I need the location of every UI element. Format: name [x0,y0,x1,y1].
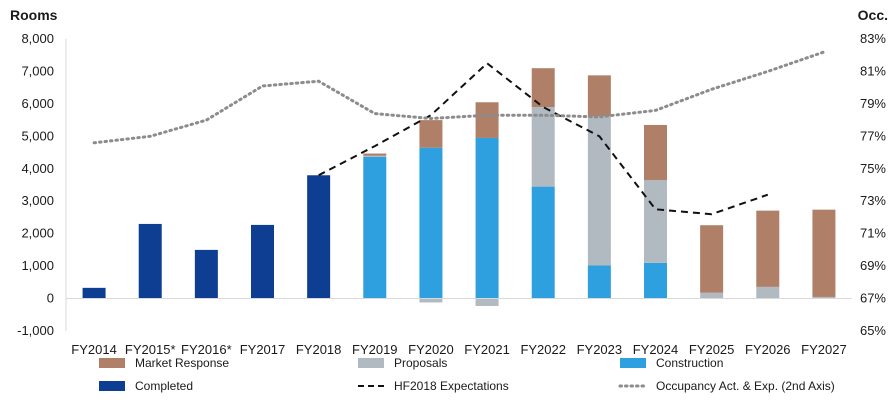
bar-market-response [756,210,780,287]
y-right-tick-label: 83% [860,31,886,46]
y-left-axis-title: Rooms [10,7,58,23]
line-hf2018-expectations [318,61,769,216]
legend-swatch [99,381,125,391]
x-tick-label: FY2022 [520,342,566,357]
x-tick-label: FY2016* [181,342,232,357]
bar-completed [307,175,331,299]
bar-market-response [587,75,611,117]
y-left-tick-label: 6,000 [21,96,54,111]
y-left-tick-label: 2,000 [21,226,54,241]
bar-proposals [644,180,667,263]
legend-swatch [99,358,125,368]
bar-market-response [363,153,387,156]
y-left-tick-label: 4,000 [21,161,54,176]
y-right-tick-label: 65% [860,323,886,338]
bar-construction [363,156,387,299]
legend-label: Occupancy Act. & Exp. (2nd Axis) [656,379,835,393]
y-left-tick-label: 7,000 [21,63,54,78]
y-left-tick-label: 3,000 [21,193,54,208]
bar-construction [587,265,611,299]
y-right-axis-title: Occ. [858,7,888,23]
x-tick-label: FY2025 [689,342,735,357]
legend-label: Construction [656,356,723,370]
bar-proposals [587,116,611,266]
line-series [92,50,826,216]
x-tick-label: FY2015* [125,342,176,357]
y-left-tick-label: 5,000 [21,128,54,143]
bar-market-response [531,68,555,108]
bar-proposals [363,155,387,157]
y-right-tick-label: 79% [860,96,886,111]
y-right-tick-label: 77% [860,128,886,143]
legend-label: Proposals [394,356,447,370]
bar-completed [194,249,218,299]
y-left-tick-label: 8,000 [21,31,54,46]
line-occupancy-act-exp-2nd-axis- [92,50,826,145]
bar-market-response [700,225,724,293]
x-tick-label: FY2017 [240,342,286,357]
bar-proposals [756,286,780,299]
legend: Market Response Proposals Construction Comp… [99,356,835,393]
bar-construction [644,262,667,299]
y-left-tick-label: -1,000 [17,323,54,338]
x-tick-label: FY2014 [71,342,117,357]
bar-proposals [419,298,443,303]
y-right-tick-labels: 65% 67% 69% 71% 73% 75% 77% 79% 81% 83% [860,31,886,338]
y-left-tick-label: 1,000 [21,258,54,273]
bar-construction [475,137,499,299]
bar-proposals [700,292,724,299]
x-tick-label: FY2019 [352,342,398,357]
x-tick-label: FY2018 [296,342,342,357]
bar-proposals [531,107,555,187]
bar-marks [82,68,836,307]
y-left-tick-label: 0 [47,291,54,306]
legend-label: HF2018 Expectations [394,379,509,393]
bar-construction [419,147,443,299]
x-tick-label: FY2024 [633,342,679,357]
bar-completed [251,224,274,299]
legend-swatch [620,358,646,368]
y-right-tick-label: 75% [860,161,886,176]
bar-proposals [812,296,836,299]
x-tick-labels: FY2014 FY2015* FY2016* FY2017 FY2018 FY2019 FY… [71,342,846,357]
legend-label: Market Response [135,356,229,370]
y-right-tick-label: 69% [860,258,886,273]
x-tick-label: FY2020 [408,342,454,357]
bar-market-response [475,102,499,138]
x-tick-label: FY2023 [577,342,623,357]
bar-proposals [475,298,499,307]
x-tick-label: FY2021 [464,342,510,357]
bar-market-response [419,120,443,148]
y-right-tick-label: 73% [860,193,886,208]
legend-swatch [358,358,384,368]
legend-label: Completed [135,379,193,393]
bar-market-response [812,209,836,297]
x-tick-label: FY2026 [745,342,791,357]
y-right-tick-label: 71% [860,226,886,241]
y-left-tick-labels: -1,000 0 1,000 2,000 3,000 4,000 5,000 6,000 7,0… [17,31,54,338]
x-tick-label: FY2027 [801,342,847,357]
y-right-tick-label: 67% [860,291,886,306]
bar-completed [82,287,106,299]
bar-completed [138,223,162,299]
bar-market-response [644,124,667,181]
y-right-tick-label: 81% [860,63,886,78]
bar-construction [531,186,555,299]
